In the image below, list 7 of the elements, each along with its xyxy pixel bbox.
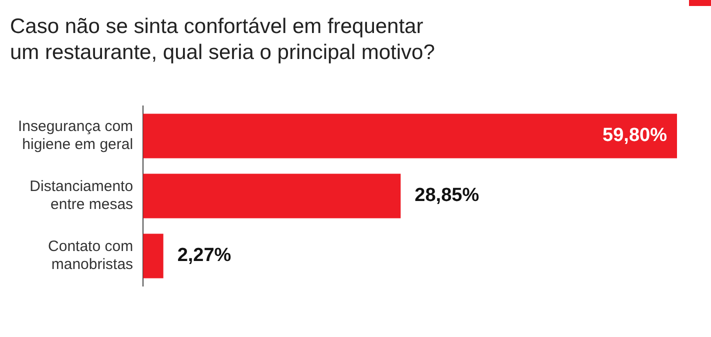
y-tick-label: Distanciamento entre mesas: [30, 178, 134, 214]
chart-title: Caso não se sinta confortável em frequentar um restaurante, qual seria o principal motivo?: [9, 14, 436, 66]
data-label: 59,80%: [602, 125, 668, 146]
data-label: 28,85%: [414, 185, 480, 206]
y-tick-label: Contato com manobristas: [48, 238, 134, 274]
y-tick-label: Insegurança com higiene em geral: [18, 118, 134, 154]
data-label: 2,27%: [177, 245, 232, 266]
